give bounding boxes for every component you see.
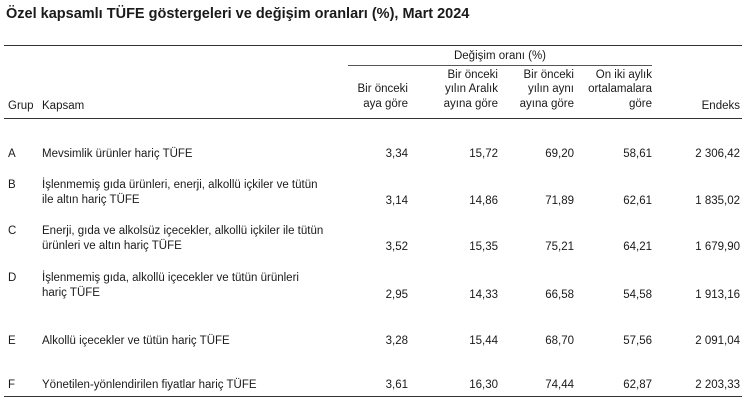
group-header-rule — [348, 65, 652, 66]
row-yearly: 74,44 — [545, 379, 574, 391]
row-december: 16,30 — [469, 379, 498, 391]
row-kapsam-line-2: ürünleri ve altın hariç TÜFE — [42, 240, 182, 252]
column-header-yearly-line-3: ayına göre — [519, 97, 574, 110]
column-header-kapsam: Kapsam — [42, 100, 85, 112]
top-rule — [4, 45, 742, 46]
row-kapsam: Alkollü içecekler ve tütün hariç TÜFE — [42, 335, 230, 347]
row-average: 58,61 — [623, 148, 652, 160]
row-kapsam-line-1: Enerji, gıda ve alkolsüz içecekler, alko… — [42, 225, 324, 237]
row-endeks: 1 913,16 — [695, 289, 740, 301]
column-header-grup: Grup — [8, 100, 34, 112]
page-title: Özel kapsamlı TÜFE göstergeleri ve değiş… — [6, 6, 470, 22]
row-endeks: 1 835,02 — [695, 195, 740, 207]
row-kapsam: Yönetilen-yönlendirilen fiyatlar hariç T… — [42, 379, 257, 391]
row-december: 15,44 — [469, 335, 498, 347]
column-header-yearly-line-1: Bir önceki — [523, 68, 575, 81]
row-kapsam-line-1: İşlenmemiş gıda, alkollü içecekler ve tü… — [42, 272, 299, 284]
row-average: 62,61 — [623, 195, 652, 207]
row-endeks: 2 203,33 — [695, 379, 740, 391]
row-grup: C — [8, 225, 17, 237]
row-yearly: 68,70 — [545, 335, 574, 347]
row-monthly: 3,61 — [385, 379, 408, 391]
column-header-monthly-line-2: aya göre — [363, 97, 408, 110]
column-header-yearly-line-2: yılın aynı — [527, 83, 574, 95]
table-bottom-rule — [4, 396, 742, 397]
row-kapsam-line-2: ile altın hariç TÜFE — [42, 194, 140, 206]
row-endeks: 1 679,90 — [695, 241, 740, 253]
column-header-average-line-2: ortalamalara — [588, 83, 652, 95]
row-average: 57,56 — [623, 335, 652, 347]
column-header-endeks: Endeks — [701, 100, 740, 112]
row-december: 15,35 — [469, 241, 498, 253]
row-average: 54,58 — [623, 289, 652, 301]
row-monthly: 3,14 — [385, 195, 408, 207]
row-yearly: 75,21 — [545, 241, 574, 253]
row-kapsam-line-2: hariç TÜFE — [42, 287, 100, 299]
row-endeks: 2 091,04 — [695, 335, 740, 347]
row-yearly: 71,89 — [545, 195, 574, 207]
row-monthly: 3,52 — [385, 241, 408, 253]
column-header-average-line-3: göre — [628, 97, 652, 110]
row-monthly: 3,34 — [385, 148, 408, 160]
row-monthly: 2,95 — [385, 289, 408, 301]
column-header-december-line-2: yılın Aralık — [444, 83, 498, 95]
column-header-average-line-1: On iki aylık — [595, 68, 652, 81]
column-header-monthly-line-1: Bir önceki — [357, 83, 409, 95]
row-grup: D — [8, 272, 17, 284]
change-rate-group-header: Değişim oranı (%) — [453, 50, 547, 62]
row-kapsam-line-1: İşlenmemiş gıda ürünleri, enerji, alkoll… — [42, 179, 318, 191]
column-header-december-line-1: Bir önceki — [447, 68, 499, 81]
row-average: 62,87 — [623, 379, 652, 391]
row-december: 14,86 — [469, 195, 498, 207]
row-yearly: 69,20 — [545, 148, 574, 160]
row-grup: B — [8, 179, 16, 191]
column-header-december-line-3: ayına göre — [443, 97, 498, 110]
row-yearly: 66,58 — [545, 289, 574, 301]
row-endeks: 2 306,42 — [695, 148, 740, 160]
row-average: 64,21 — [623, 241, 652, 253]
row-kapsam: Mevsimlik ürünler hariç TÜFE — [42, 148, 193, 160]
row-december: 14,33 — [469, 289, 498, 301]
row-december: 15,72 — [469, 148, 498, 160]
row-grup: A — [8, 148, 16, 160]
row-monthly: 3,28 — [385, 335, 408, 347]
header-bottom-rule — [4, 118, 742, 119]
row-grup: F — [8, 379, 16, 391]
row-grup: E — [8, 335, 16, 347]
